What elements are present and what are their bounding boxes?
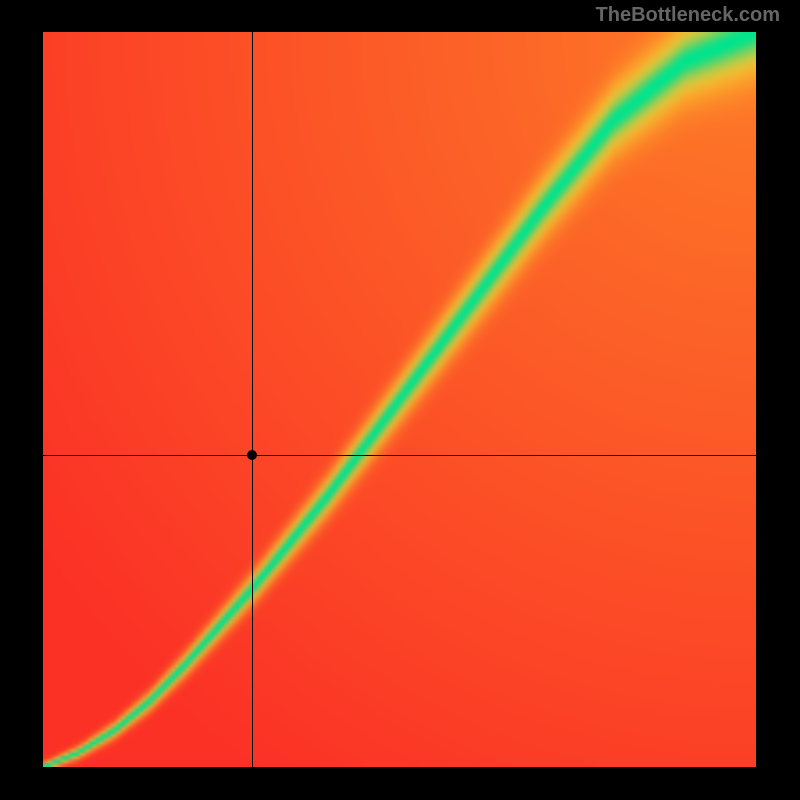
chart-container: TheBottleneck.com	[0, 0, 800, 800]
watermark-text: TheBottleneck.com	[596, 4, 780, 27]
crosshair-marker	[247, 450, 257, 460]
crosshair-horizontal	[43, 455, 756, 456]
crosshair-vertical	[252, 32, 253, 767]
heatmap-canvas	[43, 32, 756, 767]
heatmap-plot	[43, 32, 756, 767]
